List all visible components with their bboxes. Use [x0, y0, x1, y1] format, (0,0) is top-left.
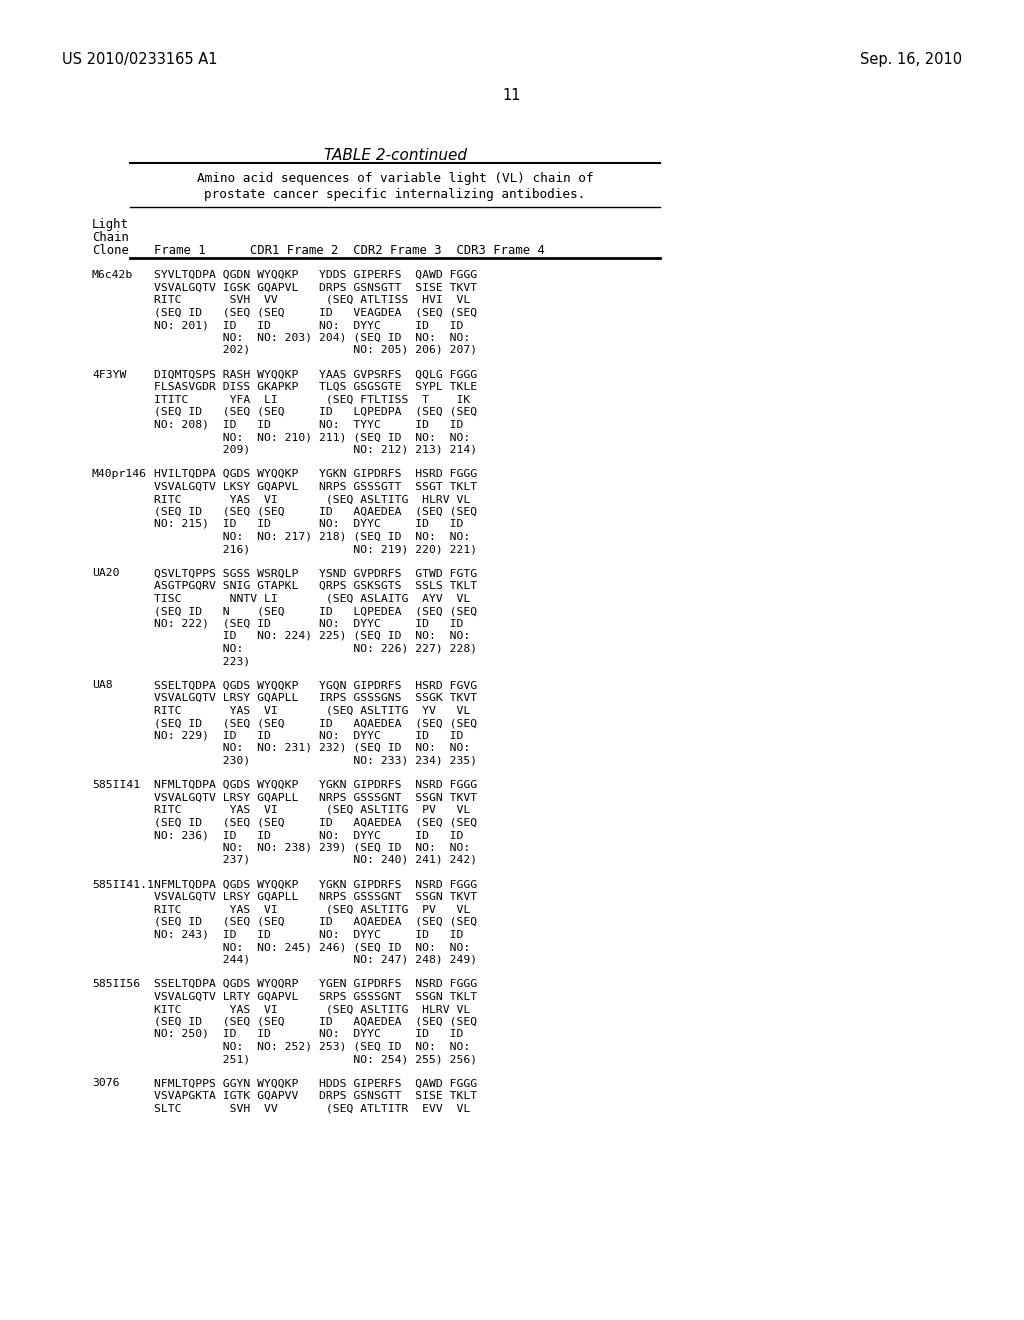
Text: VSVALGQTV IGSK GQAPVL   DRPS GSNSGTT  SISE TKVT: VSVALGQTV IGSK GQAPVL DRPS GSNSGTT SISE … [154, 282, 477, 293]
Text: TISC       NNTV LI       (SEQ ASLAITG  AYV  VL: TISC NNTV LI (SEQ ASLAITG AYV VL [154, 594, 470, 603]
Text: NO: 250)  ID   ID       NO:  DYYC     ID   ID: NO: 250) ID ID NO: DYYC ID ID [154, 1030, 464, 1039]
Text: NO: 236)  ID   ID       NO:  DYYC     ID   ID: NO: 236) ID ID NO: DYYC ID ID [154, 830, 464, 840]
Text: 3076: 3076 [92, 1078, 120, 1089]
Text: DIQMTQSPS RASH WYQQKP   YAAS GVPSRFS  QQLG FGGG: DIQMTQSPS RASH WYQQKP YAAS GVPSRFS QQLG … [154, 370, 477, 380]
Text: NO: 201)  ID   ID       NO:  DYYC     ID   ID: NO: 201) ID ID NO: DYYC ID ID [154, 319, 464, 330]
Text: NO:                NO: 226) 227) 228): NO: NO: 226) 227) 228) [154, 644, 477, 653]
Text: NO:  NO: 238) 239) (SEQ ID  NO:  NO:: NO: NO: 238) 239) (SEQ ID NO: NO: [154, 842, 470, 853]
Text: NO: 222)  (SEQ ID       NO:  DYYC     ID   ID: NO: 222) (SEQ ID NO: DYYC ID ID [154, 619, 464, 628]
Text: M40pr146: M40pr146 [92, 469, 147, 479]
Text: Amino acid sequences of variable light (VL) chain of: Amino acid sequences of variable light (… [197, 172, 593, 185]
Text: UA8: UA8 [92, 681, 113, 690]
Text: 223): 223) [154, 656, 250, 667]
Text: RITC       YAS  VI       (SEQ ASLTITG  PV   VL: RITC YAS VI (SEQ ASLTITG PV VL [154, 805, 470, 814]
Text: M6c42b: M6c42b [92, 271, 133, 280]
Text: NO: 215)  ID   ID       NO:  DYYC     ID   ID: NO: 215) ID ID NO: DYYC ID ID [154, 519, 464, 529]
Text: (SEQ ID   (SEQ (SEQ     ID   VEAGDEA  (SEQ (SEQ: (SEQ ID (SEQ (SEQ ID VEAGDEA (SEQ (SEQ [154, 308, 477, 318]
Text: 585II56: 585II56 [92, 979, 140, 989]
Text: TABLE 2-continued: TABLE 2-continued [324, 148, 467, 162]
Text: FLSASVGDR DISS GKAPKP   TLQS GSGSGTE  SYPL TKLE: FLSASVGDR DISS GKAPKP TLQS GSGSGTE SYPL … [154, 381, 477, 392]
Text: NO:  NO: 217) 218) (SEQ ID  NO:  NO:: NO: NO: 217) 218) (SEQ ID NO: NO: [154, 532, 470, 541]
Text: Chain: Chain [92, 231, 129, 244]
Text: 230)               NO: 233) 234) 235): 230) NO: 233) 234) 235) [154, 755, 477, 766]
Text: (SEQ ID   (SEQ (SEQ     ID   AQAEDEA  (SEQ (SEQ: (SEQ ID (SEQ (SEQ ID AQAEDEA (SEQ (SEQ [154, 917, 477, 927]
Text: NO: 243)  ID   ID       NO:  DYYC     ID   ID: NO: 243) ID ID NO: DYYC ID ID [154, 929, 464, 940]
Text: SSELTQDPA QGDS WYQQRP   YGEN GIPDRFS  NSRD FGGG: SSELTQDPA QGDS WYQQRP YGEN GIPDRFS NSRD … [154, 979, 477, 989]
Text: NO:  NO: 210) 211) (SEQ ID  NO:  NO:: NO: NO: 210) 211) (SEQ ID NO: NO: [154, 432, 470, 442]
Text: RITC       YAS  VI       (SEQ ASLTITG  HLRV VL: RITC YAS VI (SEQ ASLTITG HLRV VL [154, 494, 470, 504]
Text: 251)               NO: 254) 255) 256): 251) NO: 254) 255) 256) [154, 1053, 477, 1064]
Text: 4F3YW: 4F3YW [92, 370, 126, 380]
Text: 202)               NO: 205) 206) 207): 202) NO: 205) 206) 207) [154, 345, 477, 355]
Text: VSVALGQTV LRSY GQAPLL   NRPS GSSSGNT  SSGN TKVT: VSVALGQTV LRSY GQAPLL NRPS GSSSGNT SSGN … [154, 792, 477, 803]
Text: 237)               NO: 240) 241) 242): 237) NO: 240) 241) 242) [154, 855, 477, 865]
Text: (SEQ ID   (SEQ (SEQ     ID   AQAEDEA  (SEQ (SEQ: (SEQ ID (SEQ (SEQ ID AQAEDEA (SEQ (SEQ [154, 507, 477, 516]
Text: KITC       YAS  VI       (SEQ ASLTITG  HLRV VL: KITC YAS VI (SEQ ASLTITG HLRV VL [154, 1005, 470, 1014]
Text: SSELTQDPA QGDS WYQQKP   YGQN GIPDRFS  HSRD FGVG: SSELTQDPA QGDS WYQQKP YGQN GIPDRFS HSRD … [154, 681, 477, 690]
Text: (SEQ ID   (SEQ (SEQ     ID   AQAEDEA  (SEQ (SEQ: (SEQ ID (SEQ (SEQ ID AQAEDEA (SEQ (SEQ [154, 817, 477, 828]
Text: ID   NO: 224) 225) (SEQ ID  NO:  NO:: ID NO: 224) 225) (SEQ ID NO: NO: [154, 631, 470, 642]
Text: NO:  NO: 252) 253) (SEQ ID  NO:  NO:: NO: NO: 252) 253) (SEQ ID NO: NO: [154, 1041, 470, 1052]
Text: Light: Light [92, 218, 129, 231]
Text: 216)               NO: 219) 220) 221): 216) NO: 219) 220) 221) [154, 544, 477, 554]
Text: SYVLTQDPA QGDN WYQQKP   YDDS GIPERFS  QAWD FGGG: SYVLTQDPA QGDN WYQQKP YDDS GIPERFS QAWD … [154, 271, 477, 280]
Text: NO: 229)  ID   ID       NO:  DYYC     ID   ID: NO: 229) ID ID NO: DYYC ID ID [154, 730, 464, 741]
Text: 244)               NO: 247) 248) 249): 244) NO: 247) 248) 249) [154, 954, 477, 965]
Text: (SEQ ID   (SEQ (SEQ     ID   AQAEDEA  (SEQ (SEQ: (SEQ ID (SEQ (SEQ ID AQAEDEA (SEQ (SEQ [154, 718, 477, 729]
Text: NFMLTQPPS GGYN WYQQKP   HDDS GIPERFS  QAWD FGGG: NFMLTQPPS GGYN WYQQKP HDDS GIPERFS QAWD … [154, 1078, 477, 1089]
Text: Clone: Clone [92, 244, 129, 257]
Text: RITC       SVH  VV       (SEQ ATLTISS  HVI  VL: RITC SVH VV (SEQ ATLTISS HVI VL [154, 294, 470, 305]
Text: SLTC       SVH  VV       (SEQ ATLTITR  EVV  VL: SLTC SVH VV (SEQ ATLTITR EVV VL [154, 1104, 470, 1114]
Text: US 2010/0233165 A1: US 2010/0233165 A1 [62, 51, 217, 67]
Text: Frame 1      CDR1 Frame 2  CDR2 Frame 3  CDR3 Frame 4: Frame 1 CDR1 Frame 2 CDR2 Frame 3 CDR3 F… [154, 244, 545, 257]
Text: RITC       YAS  VI       (SEQ ASLTITG  PV   VL: RITC YAS VI (SEQ ASLTITG PV VL [154, 904, 470, 915]
Text: 11: 11 [503, 88, 521, 103]
Text: VSVALGQTV LKSY GQAPVL   NRPS GSSSGTT  SSGT TKLT: VSVALGQTV LKSY GQAPVL NRPS GSSSGTT SSGT … [154, 482, 477, 491]
Text: NO: 208)  ID   ID       NO:  TYYC     ID   ID: NO: 208) ID ID NO: TYYC ID ID [154, 420, 464, 429]
Text: ASGTPGQRV SNIG GTAPKL   QRPS GSKSGTS  SSLS TKLT: ASGTPGQRV SNIG GTAPKL QRPS GSKSGTS SSLS … [154, 581, 477, 591]
Text: VSVALGQTV LRTY GQAPVL   SRPS GSSSGNT  SSGN TKLT: VSVALGQTV LRTY GQAPVL SRPS GSSSGNT SSGN … [154, 991, 477, 1002]
Text: (SEQ ID   N    (SEQ     ID   LQPEDEA  (SEQ (SEQ: (SEQ ID N (SEQ ID LQPEDEA (SEQ (SEQ [154, 606, 477, 616]
Text: NFMLTQDPA QGDS WYQQKP   YGKN GIPDRFS  NSRD FGGG: NFMLTQDPA QGDS WYQQKP YGKN GIPDRFS NSRD … [154, 780, 477, 789]
Text: ITITC      YFA  LI       (SEQ FTLTISS  T    IK: ITITC YFA LI (SEQ FTLTISS T IK [154, 395, 470, 404]
Text: VSVALGQTV LRSY GQAPLL   IRPS GSSSGNS  SSGK TKVT: VSVALGQTV LRSY GQAPLL IRPS GSSSGNS SSGK … [154, 693, 477, 704]
Text: (SEQ ID   (SEQ (SEQ     ID   LQPEDPA  (SEQ (SEQ: (SEQ ID (SEQ (SEQ ID LQPEDPA (SEQ (SEQ [154, 407, 477, 417]
Text: NO:  NO: 231) 232) (SEQ ID  NO:  NO:: NO: NO: 231) 232) (SEQ ID NO: NO: [154, 743, 470, 752]
Text: NFMLTQDPA QGDS WYQQKP   YGKN GIPDRFS  NSRD FGGG: NFMLTQDPA QGDS WYQQKP YGKN GIPDRFS NSRD … [154, 879, 477, 890]
Text: Sep. 16, 2010: Sep. 16, 2010 [860, 51, 962, 67]
Text: VSVALGQTV LRSY GQAPLL   NRPS GSSSGNT  SSGN TKVT: VSVALGQTV LRSY GQAPLL NRPS GSSSGNT SSGN … [154, 892, 477, 902]
Text: HVILTQDPA QGDS WYQQKP   YGKN GIPDRFS  HSRD FGGG: HVILTQDPA QGDS WYQQKP YGKN GIPDRFS HSRD … [154, 469, 477, 479]
Text: UA20: UA20 [92, 569, 120, 578]
Text: NO:  NO: 245) 246) (SEQ ID  NO:  NO:: NO: NO: 245) 246) (SEQ ID NO: NO: [154, 942, 470, 952]
Text: VSVAPGKTA IGTK GQAPVV   DRPS GSNSGTT  SISE TKLT: VSVAPGKTA IGTK GQAPVV DRPS GSNSGTT SISE … [154, 1092, 477, 1101]
Text: RITC       YAS  VI       (SEQ ASLTITG  YV   VL: RITC YAS VI (SEQ ASLTITG YV VL [154, 705, 470, 715]
Text: 585II41.1: 585II41.1 [92, 879, 154, 890]
Text: NO:  NO: 203) 204) (SEQ ID  NO:  NO:: NO: NO: 203) 204) (SEQ ID NO: NO: [154, 333, 470, 342]
Text: QSVLTQPPS SGSS WSRQLP   YSND GVPDRFS  GTWD FGTG: QSVLTQPPS SGSS WSRQLP YSND GVPDRFS GTWD … [154, 569, 477, 578]
Text: (SEQ ID   (SEQ (SEQ     ID   AQAEDEA  (SEQ (SEQ: (SEQ ID (SEQ (SEQ ID AQAEDEA (SEQ (SEQ [154, 1016, 477, 1027]
Text: 209)               NO: 212) 213) 214): 209) NO: 212) 213) 214) [154, 445, 477, 454]
Text: prostate cancer specific internalizing antibodies.: prostate cancer specific internalizing a… [205, 187, 586, 201]
Text: 585II41: 585II41 [92, 780, 140, 789]
